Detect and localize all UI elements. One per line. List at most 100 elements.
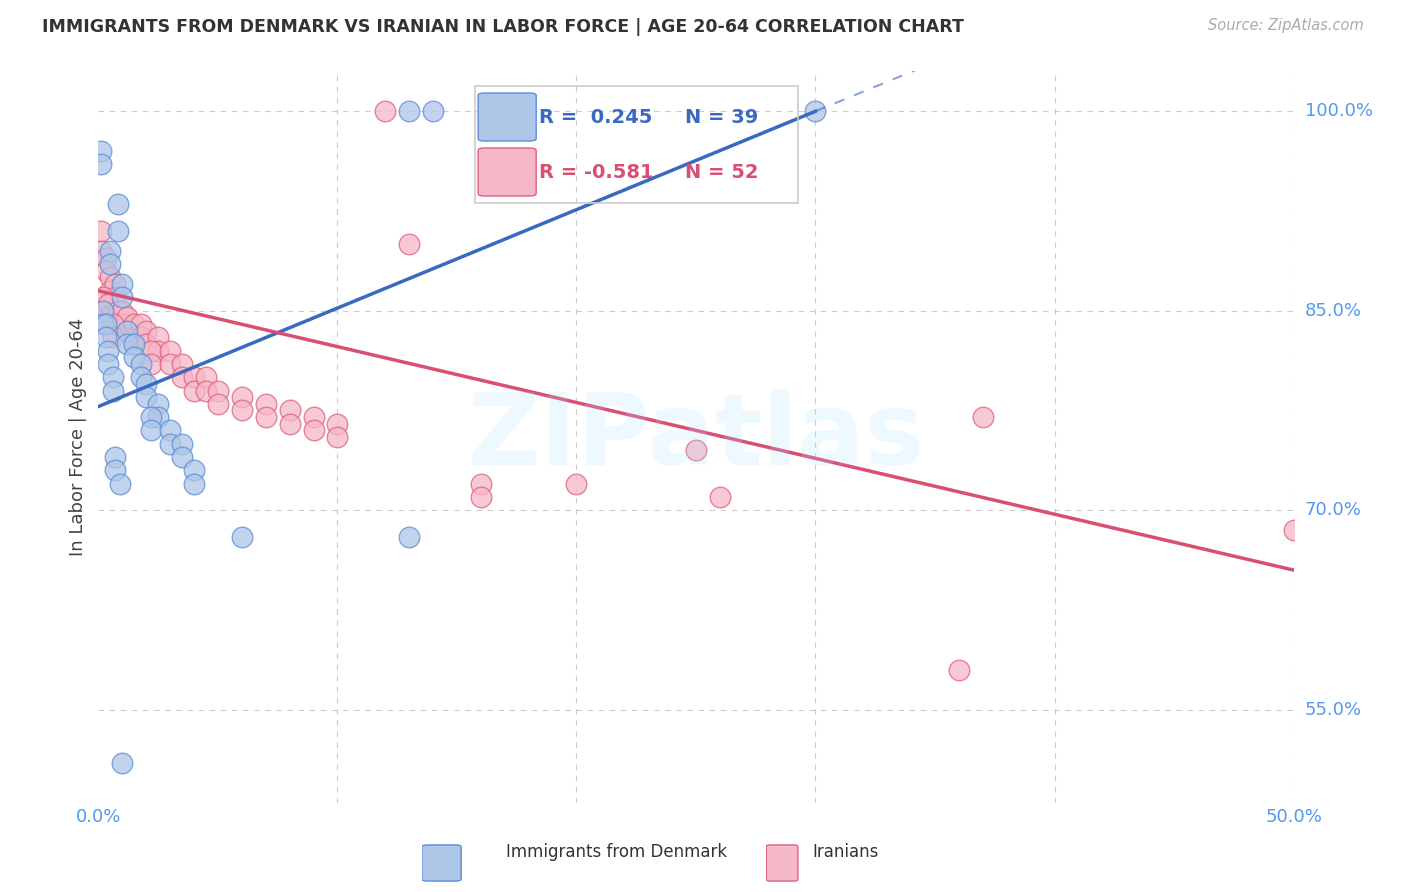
Text: 70.0%: 70.0%: [1305, 501, 1361, 519]
Point: [124, 317, 146, 331]
Point: [159, 424, 181, 438]
Point: [111, 277, 134, 292]
Point: [104, 290, 127, 304]
Point: [194, 370, 217, 384]
Point: [172, 450, 194, 464]
Text: ZIPatlas: ZIPatlas: [468, 389, 924, 485]
Point: [148, 397, 170, 411]
Point: [107, 224, 129, 238]
Point: [108, 476, 131, 491]
Point: [231, 390, 253, 404]
Point: [101, 330, 124, 344]
Point: [107, 303, 129, 318]
Point: [183, 463, 205, 477]
Point: [135, 324, 157, 338]
Point: [398, 104, 420, 119]
Text: Iranians: Iranians: [813, 843, 879, 861]
Point: [131, 317, 153, 331]
Point: [98, 244, 122, 258]
Point: [804, 104, 827, 119]
Point: [94, 251, 117, 265]
Point: [231, 403, 253, 417]
Point: [97, 357, 120, 371]
Point: [422, 104, 444, 119]
Text: 55.0%: 55.0%: [1305, 701, 1362, 719]
Point: [104, 463, 127, 477]
FancyBboxPatch shape: [478, 148, 536, 196]
Point: [124, 351, 146, 365]
Point: [131, 357, 153, 371]
Text: Source: ZipAtlas.com: Source: ZipAtlas.com: [1208, 18, 1364, 33]
Point: [115, 324, 138, 338]
Point: [115, 324, 138, 338]
Point: [104, 450, 127, 464]
Point: [948, 663, 970, 677]
Point: [135, 390, 157, 404]
Point: [685, 443, 707, 458]
Point: [139, 357, 162, 371]
FancyBboxPatch shape: [766, 845, 799, 881]
Point: [139, 424, 162, 438]
Point: [326, 430, 349, 444]
Point: [111, 317, 134, 331]
Point: [139, 343, 162, 358]
Point: [98, 270, 122, 285]
Point: [398, 530, 420, 544]
Point: [111, 290, 134, 304]
Text: R = -0.581: R = -0.581: [540, 162, 654, 181]
Point: [278, 403, 301, 417]
FancyBboxPatch shape: [422, 845, 461, 881]
Point: [107, 197, 129, 211]
Point: [111, 756, 134, 770]
Point: [90, 157, 112, 171]
Point: [470, 476, 492, 491]
Point: [131, 370, 153, 384]
Point: [302, 424, 325, 438]
Point: [135, 337, 157, 351]
Point: [159, 357, 181, 371]
Point: [231, 530, 253, 544]
Point: [172, 357, 194, 371]
Point: [207, 384, 229, 398]
Point: [148, 330, 170, 344]
Point: [398, 237, 420, 252]
Text: R =  0.245: R = 0.245: [540, 108, 652, 127]
Text: IMMIGRANTS FROM DENMARK VS IRANIAN IN LABOR FORCE | AGE 20-64 CORRELATION CHART: IMMIGRANTS FROM DENMARK VS IRANIAN IN LA…: [42, 18, 965, 36]
Point: [101, 370, 124, 384]
Point: [135, 822, 157, 837]
Y-axis label: In Labor Force | Age 20-64: In Labor Force | Age 20-64: [69, 318, 87, 557]
Point: [94, 330, 117, 344]
FancyBboxPatch shape: [478, 93, 536, 141]
Point: [91, 290, 114, 304]
Point: [97, 297, 120, 311]
Point: [115, 337, 138, 351]
Point: [98, 257, 122, 271]
Point: [94, 317, 117, 331]
Point: [148, 410, 170, 425]
Point: [183, 476, 205, 491]
Point: [91, 303, 114, 318]
Point: [91, 317, 114, 331]
Point: [98, 284, 122, 298]
Point: [131, 330, 153, 344]
Point: [326, 417, 349, 431]
Point: [90, 144, 112, 158]
Point: [91, 303, 114, 318]
Point: [159, 436, 181, 450]
Point: [183, 384, 205, 398]
Point: [124, 337, 146, 351]
Text: Immigrants from Denmark: Immigrants from Denmark: [506, 843, 727, 861]
Point: [172, 436, 194, 450]
Point: [104, 277, 127, 292]
Point: [101, 384, 124, 398]
Point: [107, 317, 129, 331]
Point: [302, 410, 325, 425]
Point: [115, 310, 138, 325]
Point: [124, 330, 146, 344]
Point: [374, 104, 396, 119]
Point: [97, 310, 120, 325]
Point: [94, 264, 117, 278]
Point: [148, 343, 170, 358]
Point: [183, 370, 205, 384]
Point: [139, 410, 162, 425]
